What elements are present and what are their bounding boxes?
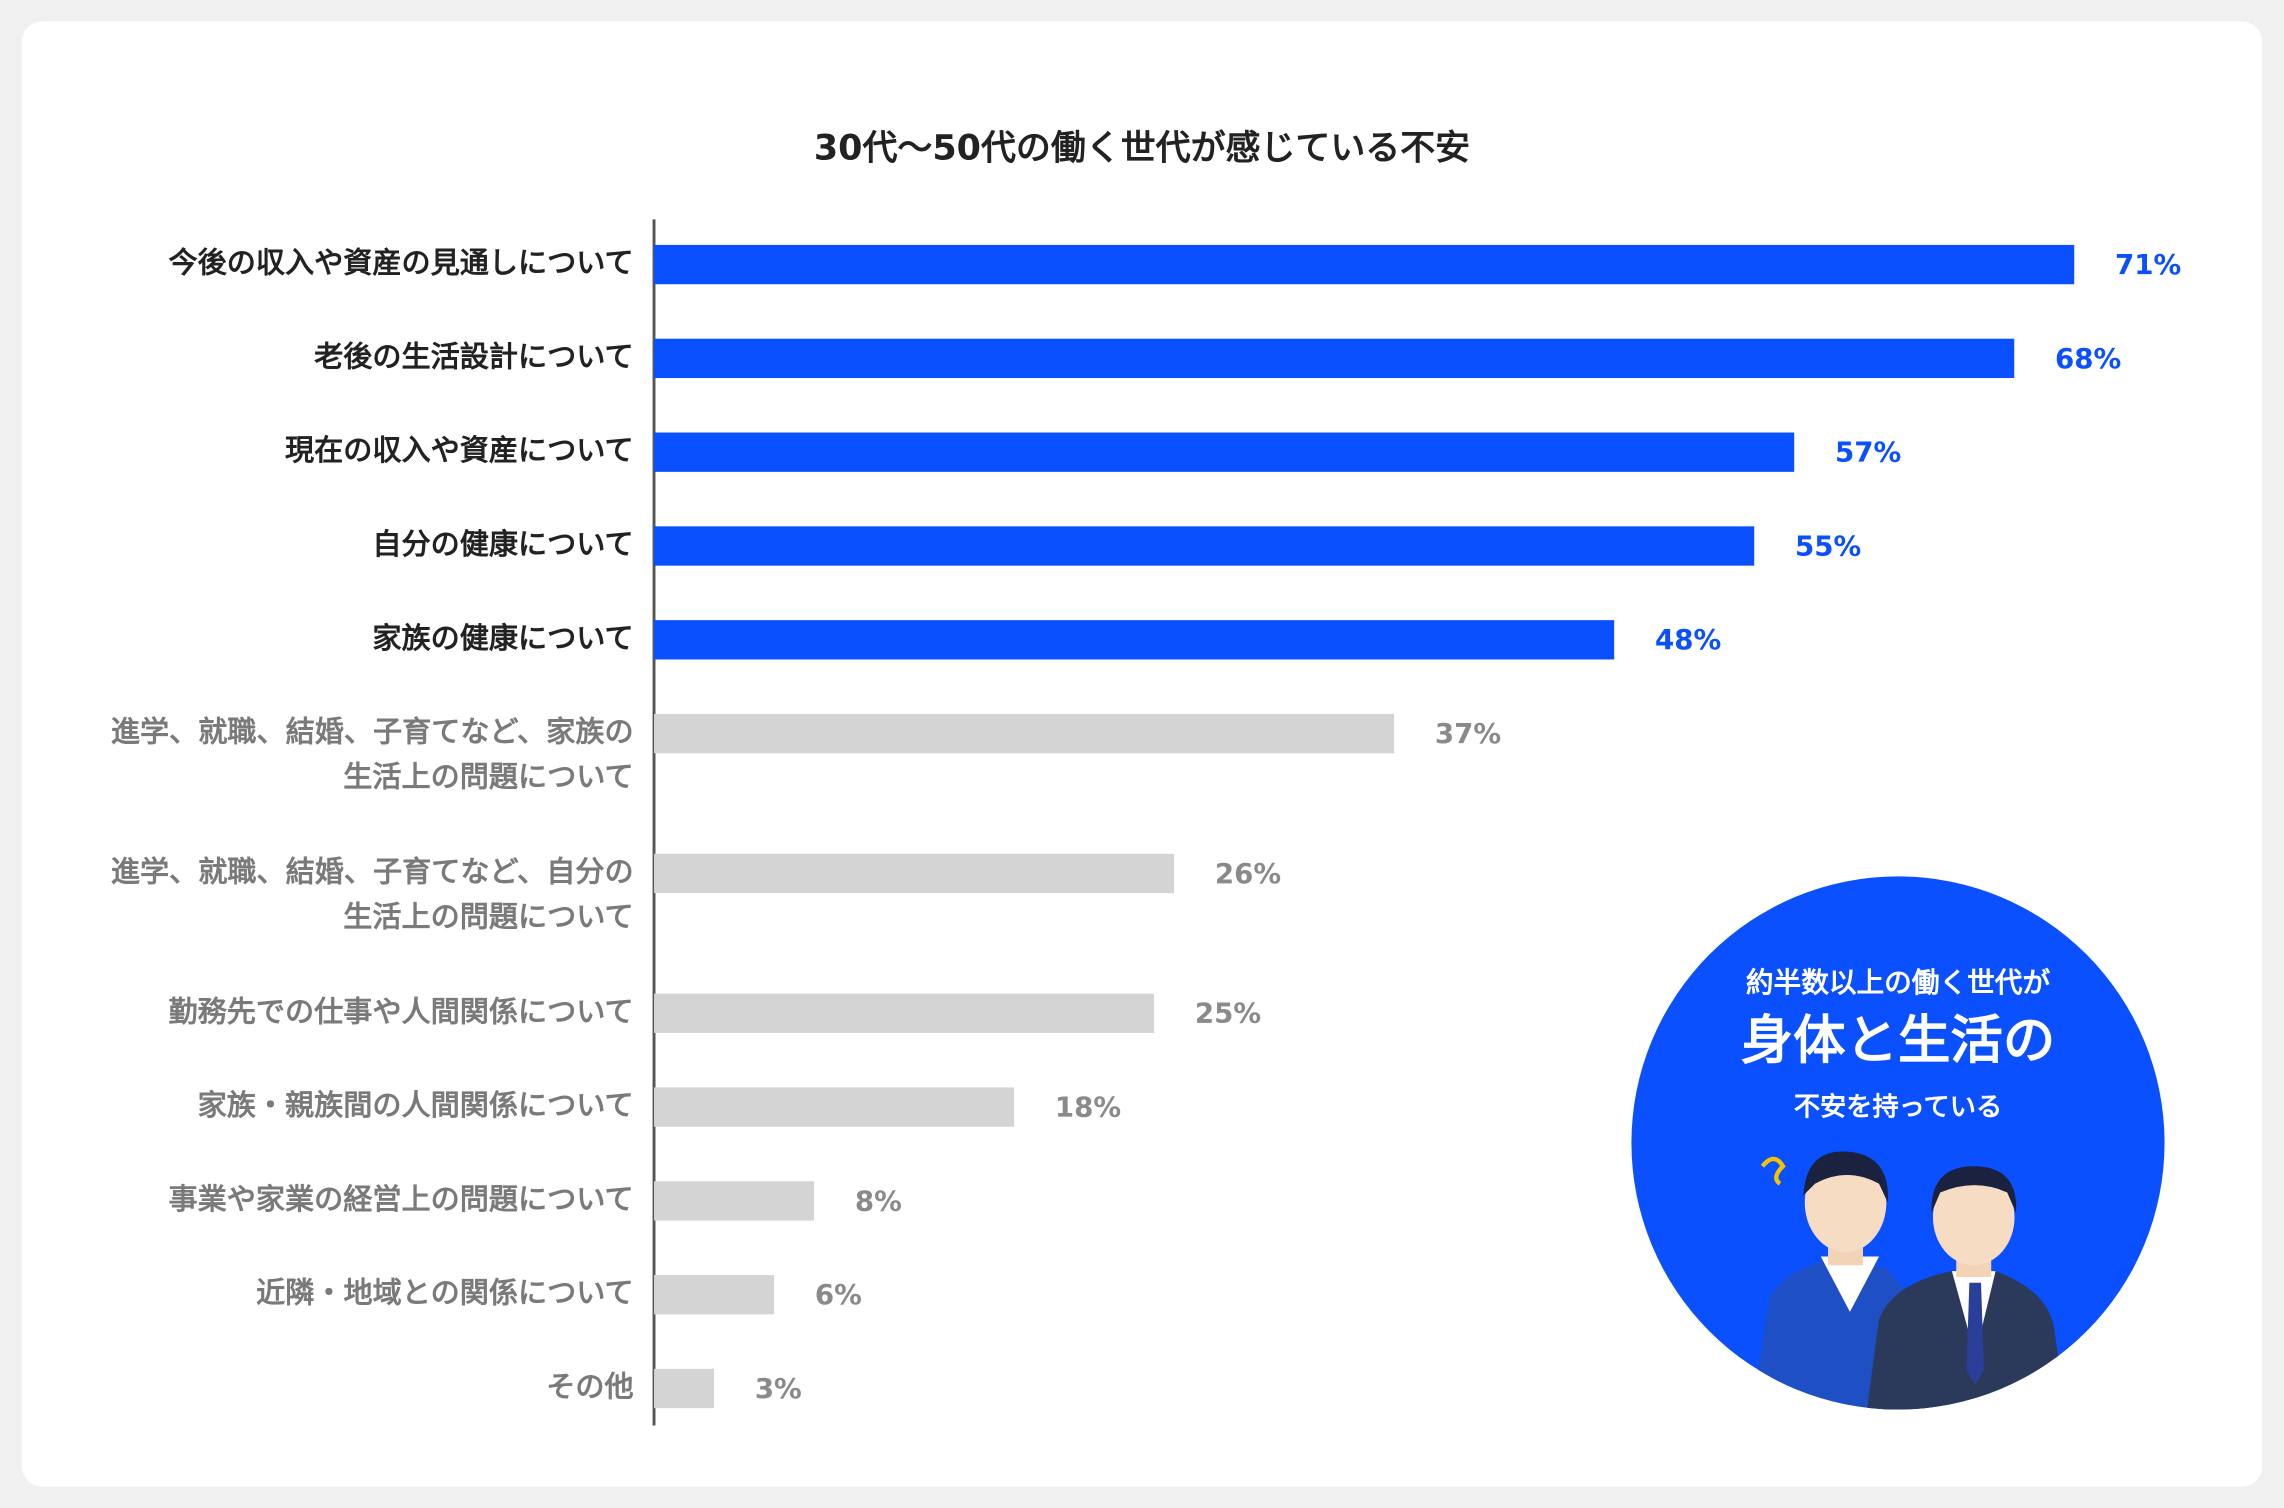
callout-text: 不安を持っている	[1794, 1092, 2002, 1122]
bar	[654, 1087, 1015, 1127]
category-label: 近隣・地域との関係について	[256, 1276, 633, 1310]
value-label: 25%	[1195, 997, 1261, 1030]
value-label: 37%	[1435, 717, 1501, 750]
category-label: 事業や家業の経営上の問題について	[168, 1182, 633, 1216]
callout-circle	[1631, 876, 2165, 1410]
bar	[654, 713, 1395, 754]
bar	[654, 244, 2075, 285]
bar	[654, 993, 1155, 1033]
category-label: 自分の健康について	[372, 527, 633, 561]
value-label: 48%	[1655, 623, 1721, 656]
value-label: 8%	[855, 1184, 902, 1217]
category-label: 勤務先での仕事や人間関係について	[168, 994, 633, 1028]
value-label: 3%	[755, 1372, 802, 1405]
category-label: 今後の収入や資産の見通しについて	[168, 246, 633, 280]
bar	[654, 620, 1615, 660]
value-label: 6%	[815, 1278, 862, 1311]
bar	[654, 1368, 715, 1409]
value-label: 55%	[1795, 529, 1861, 562]
category-label: 老後の生活設計について	[314, 339, 634, 373]
category-label: 進学、就職、結婚、子育てなど、家族の生活上の問題について	[111, 715, 634, 794]
value-label: 68%	[2055, 342, 2121, 375]
category-label: 現在の収入や資産について	[285, 433, 634, 467]
bar	[654, 338, 2015, 379]
category-label: 家族・親族間の人間関係について	[198, 1088, 634, 1122]
callout-text: 約半数以上の働く世代が	[1746, 966, 2051, 999]
category-label: 進学、就職、結婚、子育てなど、自分の生活上の問題について	[111, 854, 634, 933]
bar	[654, 1181, 815, 1221]
bar	[654, 1275, 775, 1315]
value-label: 26%	[1215, 857, 1281, 890]
callout-headline: 身体と生活の	[1741, 1010, 2056, 1071]
bar	[654, 526, 1755, 566]
category-label: その他	[546, 1370, 633, 1404]
value-label: 18%	[1055, 1091, 1121, 1124]
bar	[654, 432, 1795, 472]
category-label: 家族の健康について	[372, 621, 633, 655]
chart-title: 30代〜50代の働く世代が感じている不安	[814, 128, 1470, 168]
value-label: 71%	[2115, 248, 2181, 281]
bar	[654, 853, 1175, 894]
value-label: 57%	[1835, 436, 1901, 469]
